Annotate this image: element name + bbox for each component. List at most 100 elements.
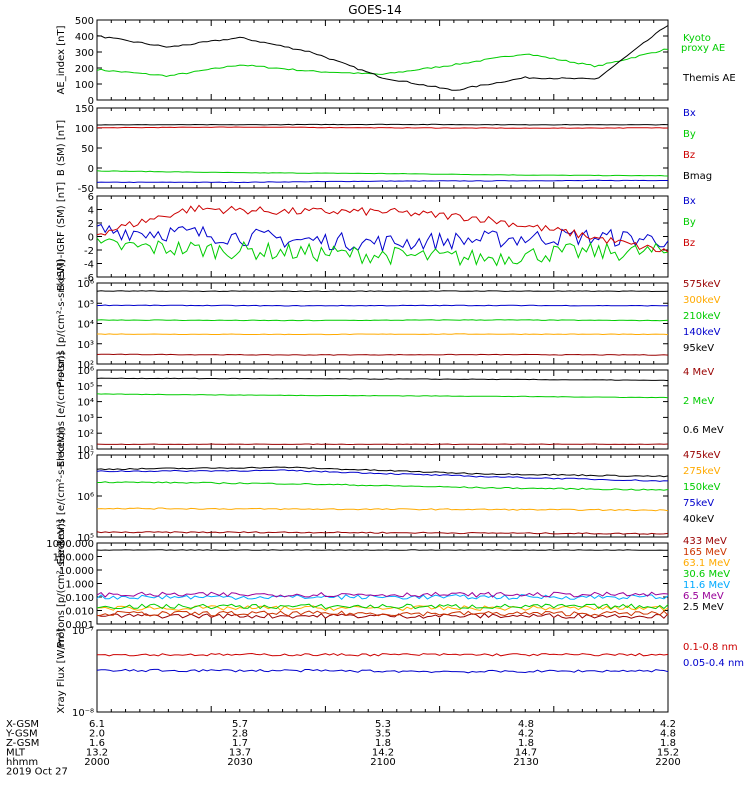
series-line-bz — [96, 126, 669, 129]
y-tick-label: 10⁴ — [77, 398, 94, 409]
legend-label: 475keV — [683, 450, 721, 461]
footer-value: 13.2 — [86, 748, 108, 759]
y-tick-label: 50 — [81, 144, 94, 155]
footer-value: 14.2 — [372, 748, 394, 759]
panel-4: 10⁶ 10⁵ 10⁴ 10³ 10² Protons [p/(cm²-s-sr-keV)… — [56, 259, 721, 387]
y-tick-label: 500 — [75, 16, 94, 27]
legend-label: 75keV — [683, 498, 714, 509]
panel-3: 6 4 2 0 -2 -4 -6 B (SM)-IGRF (SM) [nT] Bx By Bz — [56, 182, 696, 291]
series-line-11-6-mev — [96, 594, 669, 601]
footer-value: 2.0 — [89, 729, 105, 740]
footer-value: 3.5 — [375, 729, 391, 740]
footer-value: 1.8 — [518, 738, 534, 749]
y-tick-label: 400 — [75, 32, 94, 43]
series-line-bmag — [97, 123, 669, 126]
panel-5: 10⁶ 10⁵ 10⁴ 10³ 10² 10¹ Electrons [e/(cm²-s-sr… — [56, 352, 724, 468]
y-tick-label: 10⁶ — [77, 492, 94, 503]
y-tick-label: 200 — [75, 64, 94, 75]
footer-value: 14.7 — [515, 748, 537, 759]
series-line-4-mev — [96, 443, 669, 446]
y-tick-label: 0.001 — [65, 620, 94, 631]
y-tick-label: 100.000 — [53, 553, 94, 564]
footer-row-label: Y-GSM — [5, 729, 38, 740]
series-line-300kev — [97, 333, 669, 336]
series-line-6-5-mev — [96, 591, 669, 598]
legend-label: 6.5 MeV — [683, 591, 724, 602]
series-line-2-mev — [96, 393, 669, 399]
y-tick-label: -50 — [78, 184, 94, 195]
panel-frame — [96, 282, 669, 365]
y-tick-label: -4 — [84, 260, 94, 271]
series-line-bx — [96, 223, 669, 253]
y-tick-label: 10⁶ — [77, 279, 94, 290]
legend-label: 433 MeV — [683, 536, 727, 547]
y-tick-label: 300 — [75, 48, 94, 59]
y-tick-label: 10⁻⁸ — [72, 708, 94, 719]
y-tick-label: 10⁵ — [77, 382, 94, 393]
legend-label: 95keV — [683, 343, 714, 354]
legend-label: 0.6 MeV — [683, 425, 724, 436]
series-line-210kev — [96, 319, 669, 322]
legend-label: 210keV — [683, 311, 721, 322]
legend-label: 63.1 MeV — [683, 558, 730, 569]
footer-value: 5.3 — [375, 719, 391, 730]
y-tick-label: 10⁶ — [77, 366, 94, 377]
legend-label: By — [683, 217, 696, 228]
legend-label: 165 MeV — [683, 547, 727, 558]
legend-label: Bmag — [683, 171, 712, 182]
y-axis-label: Electrons [e/(cm²-s-sr)] — [56, 352, 67, 468]
series-line-475kev — [96, 531, 669, 535]
legend-label: 275keV — [683, 466, 721, 477]
footer-value: 4.2 — [660, 719, 676, 730]
legend-label: 300keV — [683, 295, 721, 306]
footer-value: 1.7 — [232, 738, 248, 749]
footer-value: 1.8 — [375, 738, 391, 749]
series-line-2-5-mev — [96, 549, 669, 551]
footer-value: 13.7 — [229, 748, 251, 759]
footer-value: 1.6 — [89, 738, 105, 749]
y-tick-label: 10⁷ — [77, 451, 94, 462]
footer-date: 2019 Oct 27 — [6, 767, 68, 778]
y-tick-label: 0.010 — [65, 607, 94, 618]
y-axis-label: Protons [p/(cm²-s-sr-keV)] — [56, 519, 67, 647]
y-axis-label: Xray Flux [W/m²] — [56, 628, 67, 713]
legend-label: 30.6 MeV — [683, 569, 730, 580]
panel-8: 10⁻⁷ 10⁻⁸ Xray Flux [W/m²] 0.1-0.8 nm 0.05-0… — [56, 626, 744, 719]
y-tick-label: 10⁵ — [77, 533, 94, 544]
legend-label: 2 MeV — [683, 396, 714, 407]
footer-value: 4.2 — [518, 729, 534, 740]
legend-label: 2.5 MeV — [683, 602, 724, 613]
y-tick-label: 10² — [77, 429, 94, 440]
y-tick-label: 100 — [75, 80, 94, 91]
legend-label: 575keV — [683, 279, 721, 290]
panel-frame — [96, 19, 669, 101]
series-line-themis-ae — [96, 25, 669, 91]
panel-frame — [96, 629, 669, 713]
series-line-165-mev — [96, 610, 669, 617]
series-line-0-05-0-4-nm — [96, 668, 669, 674]
y-tick-label: 6 — [88, 192, 94, 203]
legend-label: Themis AE — [682, 73, 736, 84]
footer-value: 4.8 — [660, 729, 676, 740]
panel-6: 10⁷ 10⁶ 10⁵ Electrons [e/(cm²-s-sr-keV)] 475… — [56, 427, 721, 564]
legend-label: 140keV — [683, 327, 721, 338]
panel-frame — [96, 107, 669, 189]
panel-1: 500 400 300 200 100 0 AE_index [nT] Kyotoproxy … — [56, 16, 736, 107]
footer-value: 2000 — [84, 757, 109, 768]
footer-row-label: X-GSM — [6, 719, 39, 730]
y-tick-label: 10⁴ — [77, 320, 94, 331]
legend-label: Bz — [683, 238, 695, 249]
panel-frame — [96, 369, 669, 450]
y-tick-label: 0 — [88, 96, 94, 107]
y-tick-label: 10.000 — [59, 566, 94, 577]
y-axis-label: Electrons [e/(cm²-s-sr-keV)] — [56, 427, 67, 564]
legend-label: proxy AE — [681, 43, 725, 54]
series-line-bz — [96, 204, 669, 253]
y-tick-label: 10⁵ — [77, 299, 94, 310]
y-tick-label: 100 — [75, 124, 94, 135]
legend-label: By — [683, 129, 696, 140]
legend-label: 0.05-0.4 nm — [683, 658, 744, 669]
legend-label: 4 MeV — [683, 367, 714, 378]
footer-value: 15.2 — [657, 748, 679, 759]
